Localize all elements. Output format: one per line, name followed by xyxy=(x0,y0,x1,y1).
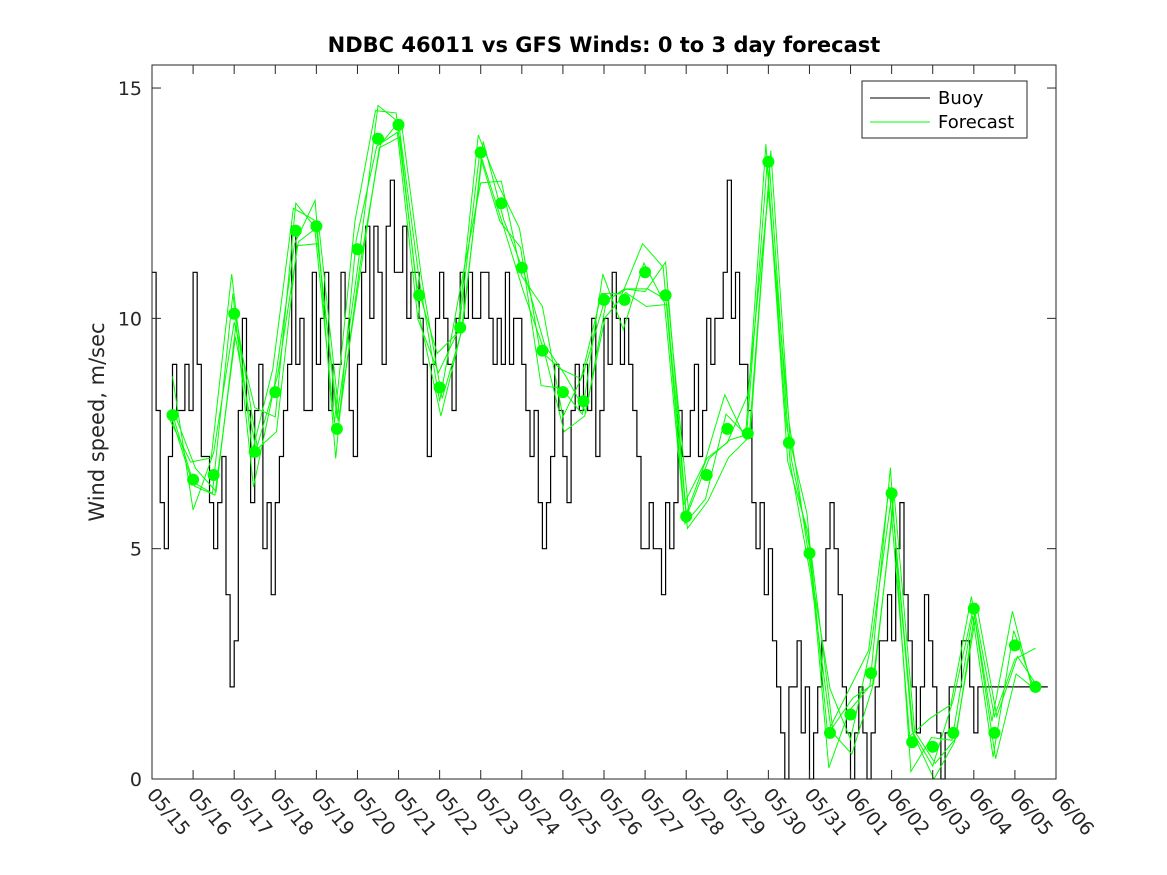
x-tick-label: 05/20 xyxy=(348,784,400,840)
legend-label-buoy: Buoy xyxy=(938,88,984,109)
forecast-point xyxy=(454,321,467,334)
data-layer xyxy=(152,104,1048,781)
forecast-point xyxy=(885,487,898,500)
forecast-point xyxy=(926,740,939,753)
y-axis-label: Wind speed, m/sec xyxy=(85,322,109,521)
y-tick-label: 0 xyxy=(130,769,142,791)
legend: Buoy Forecast xyxy=(861,80,1028,139)
forecast-point xyxy=(803,547,816,560)
forecast-point xyxy=(556,386,569,399)
plot-area xyxy=(152,65,1056,779)
y-tick-label: 5 xyxy=(130,539,142,561)
forecast-point xyxy=(577,395,590,408)
forecast-point xyxy=(824,726,836,739)
forecast-point xyxy=(228,307,241,320)
forecast-point xyxy=(721,422,734,435)
y-tick-label: 10 xyxy=(118,308,142,330)
series-forecast-line xyxy=(170,131,1035,774)
x-tick-label: 06/03 xyxy=(923,784,975,840)
forecast-point xyxy=(269,386,282,399)
forecast-point xyxy=(289,224,302,237)
legend-box xyxy=(861,80,1028,139)
forecast-point xyxy=(474,146,487,159)
x-tick-label: 05/22 xyxy=(430,784,482,840)
x-tick-label: 05/29 xyxy=(717,784,769,840)
x-tick-label: 05/30 xyxy=(759,784,811,840)
forecast-point xyxy=(947,726,960,739)
forecast-point xyxy=(187,473,200,486)
x-tick-label: 06/02 xyxy=(882,784,934,840)
x-tick-label: 05/26 xyxy=(594,784,646,840)
forecast-point xyxy=(433,381,446,394)
forecast-point xyxy=(330,422,343,435)
x-tick-label: 06/04 xyxy=(964,784,1016,840)
series-forecast-line xyxy=(169,110,1034,738)
forecast-point xyxy=(248,445,261,458)
forecast-point xyxy=(413,289,426,302)
x-tick-label: 05/15 xyxy=(142,784,194,840)
series-forecast-line xyxy=(173,136,1038,781)
forecast-point xyxy=(782,436,795,449)
forecast-point xyxy=(166,409,179,422)
forecast-point xyxy=(598,293,610,306)
x-tick-label: 05/17 xyxy=(224,784,276,840)
forecast-point xyxy=(639,266,652,279)
forecast-point xyxy=(659,289,672,302)
forecast-point xyxy=(392,118,405,131)
x-tick-label: 05/31 xyxy=(800,784,852,840)
forecast-point xyxy=(536,344,549,357)
x-tick-label: 05/19 xyxy=(307,784,359,840)
forecast-point xyxy=(762,155,775,168)
forecast-point xyxy=(700,469,713,481)
forecast-point xyxy=(906,736,919,749)
y-tick-label: 15 xyxy=(118,78,142,100)
forecast-point xyxy=(495,197,508,210)
x-tick-label: 06/05 xyxy=(1005,784,1057,840)
forecast-point xyxy=(680,510,693,523)
chart-title: NDBC 46011 vs GFS Winds: 0 to 3 day fore… xyxy=(328,33,881,57)
forecast-point xyxy=(1029,680,1042,693)
forecast-point xyxy=(865,667,878,680)
forecast-point xyxy=(515,261,528,274)
forecast-point xyxy=(618,293,631,306)
forecast-point xyxy=(207,469,220,481)
forecast-point xyxy=(310,220,323,233)
forecast-point xyxy=(1008,639,1021,652)
x-tick-label: 05/23 xyxy=(471,784,523,840)
x-tick-label: 05/21 xyxy=(389,784,441,840)
forecast-point xyxy=(351,243,364,256)
forecast-point xyxy=(741,427,754,440)
x-tick-label: 05/27 xyxy=(635,784,687,840)
x-tick-label: 05/25 xyxy=(553,784,605,840)
forecast-point xyxy=(372,132,384,145)
x-tick-label: 05/16 xyxy=(183,784,235,840)
x-tick-label: 05/18 xyxy=(265,784,317,840)
legend-label-forecast: Forecast xyxy=(938,112,1014,133)
forecast-point xyxy=(988,726,1001,739)
x-tick-label: 06/06 xyxy=(1046,784,1098,840)
x-tick-label: 05/28 xyxy=(676,784,728,840)
x-tick-label: 06/01 xyxy=(841,784,893,840)
forecast-point xyxy=(844,708,857,721)
forecast-point xyxy=(967,602,980,615)
x-tick-label: 05/24 xyxy=(512,784,564,840)
